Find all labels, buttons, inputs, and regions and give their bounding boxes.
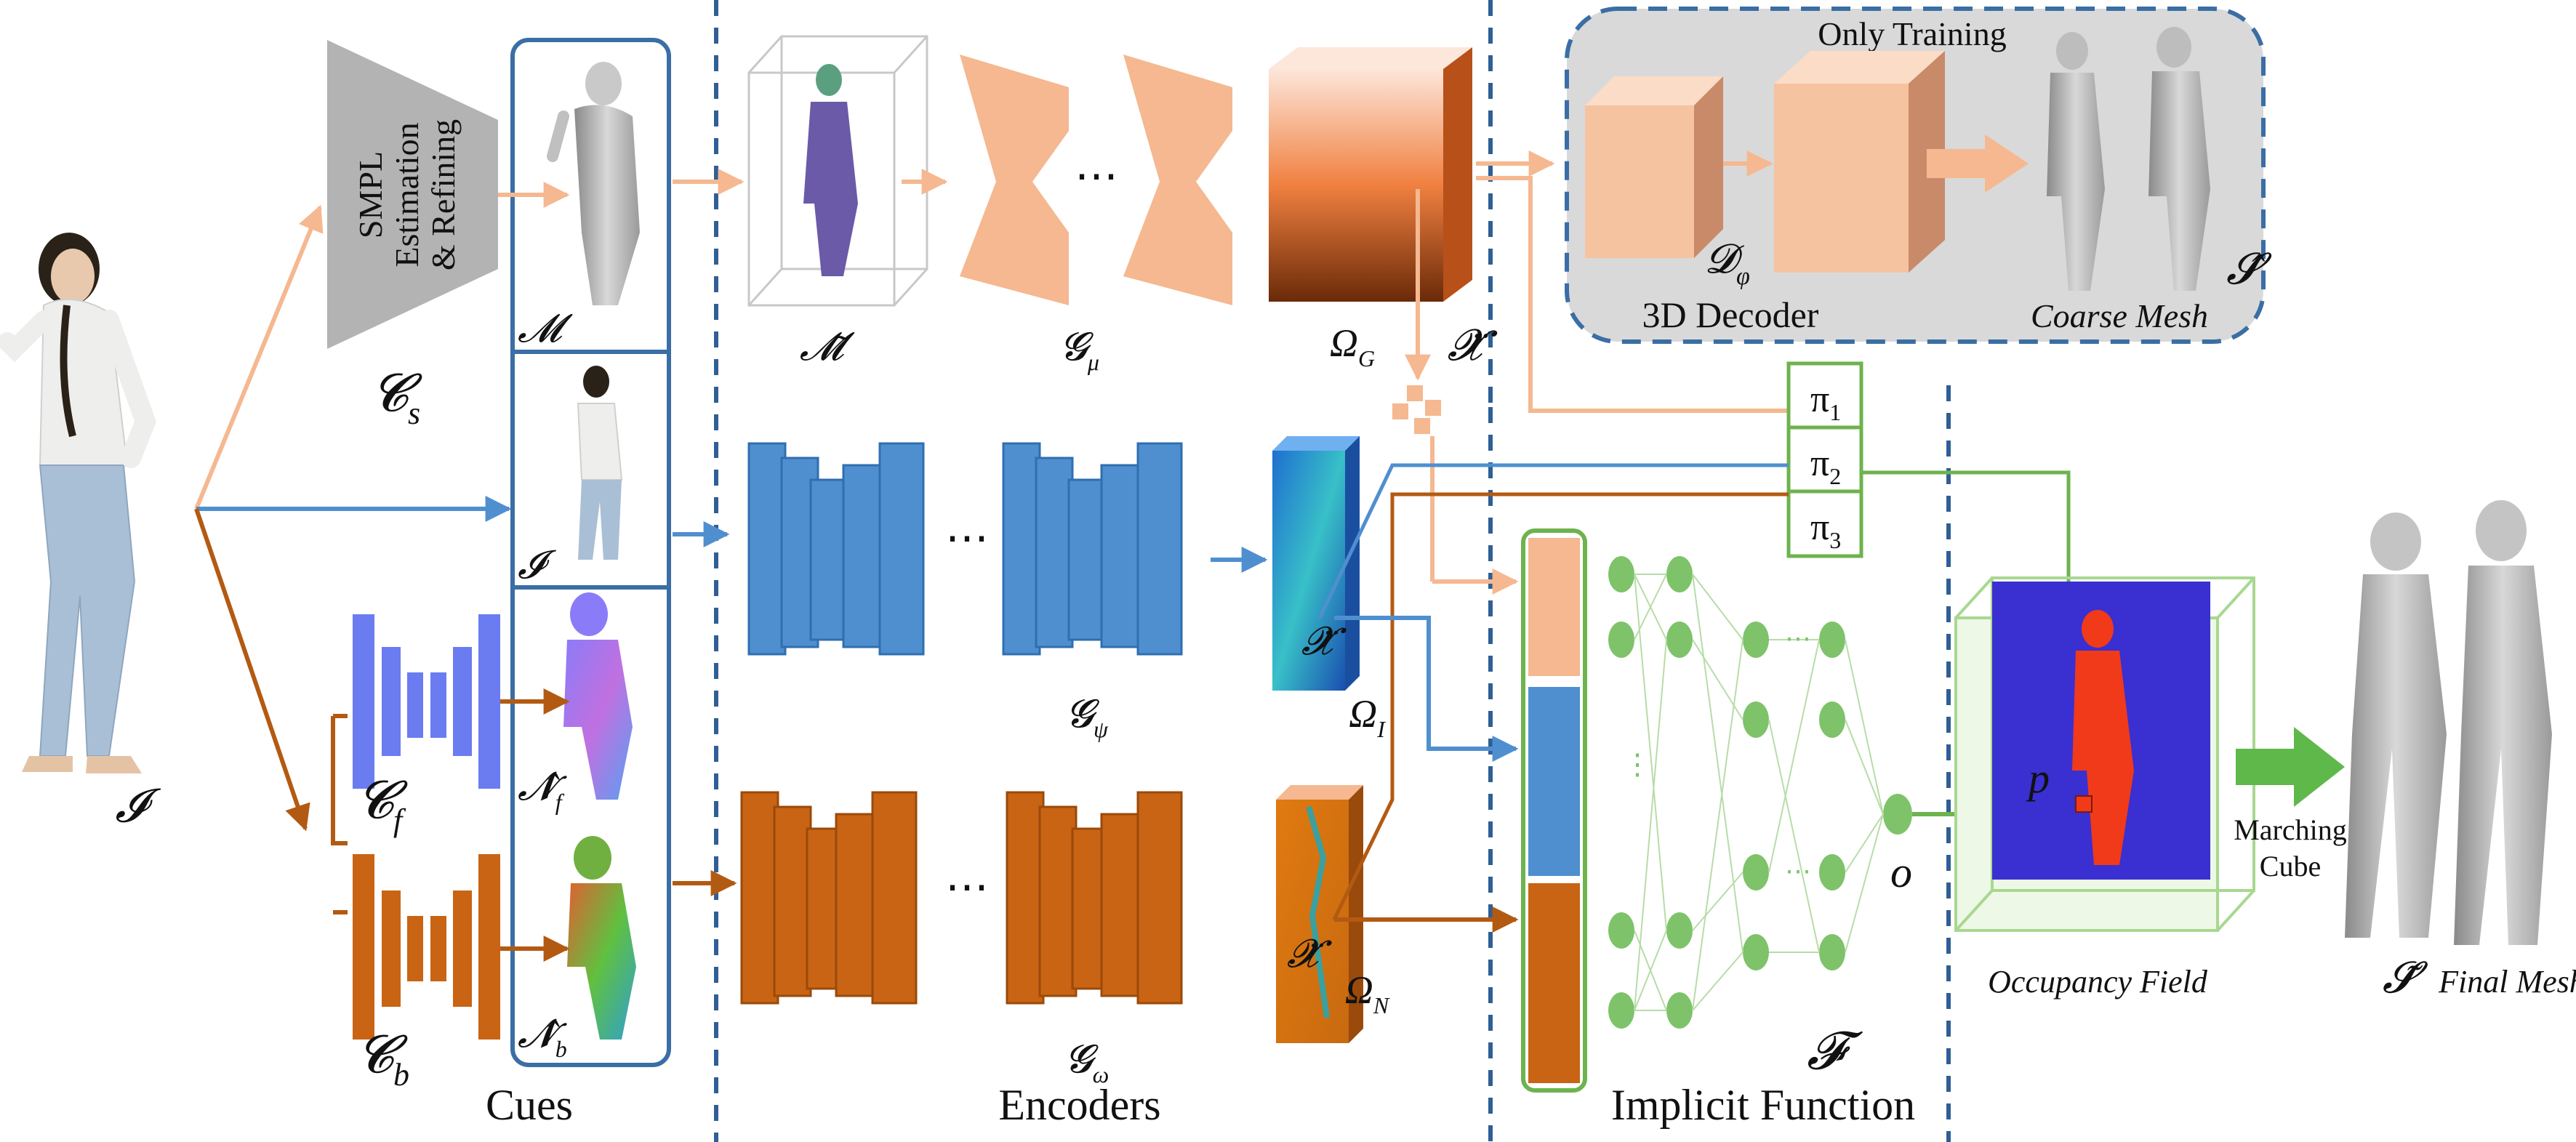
back-normal-figure	[567, 836, 636, 1040]
occupancy-field-cube	[1954, 576, 2255, 932]
image-feature-label: ΩI	[1349, 692, 1386, 742]
image-encoder-label: 𝓖ψ	[1066, 692, 1109, 742]
normal-encoder-label: 𝓖ω	[1065, 1037, 1110, 1087]
input-branch-arrows	[194, 204, 512, 832]
smpl-estimator-label: 𝓒s	[371, 364, 422, 431]
smpl-block-line3: & Refining	[425, 119, 462, 270]
cue-back-normal-label: 𝓝̂b	[518, 1012, 567, 1062]
cue-image-figure	[577, 366, 623, 560]
normal-encoder-blocks	[740, 791, 1183, 1005]
geometry-encoder-label: 𝓖μ	[1060, 325, 1099, 375]
marching-cube-line1: Marching	[2234, 813, 2347, 846]
sampled-feature-cubes	[1392, 385, 1441, 434]
only-training-label: Only Training	[1818, 15, 2006, 52]
smpl-block-line1: SMPL	[352, 151, 389, 238]
geometry-feature-volume	[1269, 47, 1472, 302]
svg-text:⋯: ⋯	[1785, 624, 1811, 653]
final-mesh-figures	[2345, 500, 2552, 945]
front-normal-net	[353, 614, 500, 789]
voxelized-mesh-label: 𝓜̃	[800, 325, 855, 369]
mlp-network: ⋮ ⋯ ⋯	[1608, 556, 1912, 1029]
query-point-label: p	[2026, 755, 2050, 802]
smpl-block-text: SMPL Estimation & Refining	[352, 119, 462, 270]
pi-2-label: π2	[1810, 443, 1841, 489]
image-encoder-ellipsis: ⋯	[945, 514, 989, 562]
input-person-image	[0, 233, 156, 773]
implicit-function-title: Implicit Function	[1611, 1081, 1915, 1129]
decoder-output-arrow	[1927, 134, 2029, 193]
coarse-mesh-caption: Coarse Mesh	[2031, 297, 2208, 334]
cue-smpl-mesh-label: 𝓜	[518, 307, 573, 350]
svg-text:⋮: ⋮	[1623, 748, 1652, 781]
cue-image-label: 𝓘	[518, 543, 557, 587]
encoders-title: Encoders	[998, 1081, 1160, 1129]
final-mesh-symbol: 𝓢̃	[2383, 954, 2428, 1002]
concatenated-feature-vector	[1521, 528, 1587, 1093]
smpl-mesh-figure	[547, 62, 640, 305]
cues-title: Cues	[486, 1081, 573, 1129]
cues-panel	[510, 38, 671, 1067]
image-encoder-blocks	[747, 442, 1183, 656]
projection-table	[1786, 361, 1863, 558]
normal-encoder-ellipsis: ⋯	[945, 863, 989, 911]
smpl-block-line2: Estimation	[388, 122, 425, 267]
normal-feature-map	[1276, 785, 1363, 1043]
normal-feature-label: ΩN	[1345, 968, 1390, 1018]
occupancy-field-caption: Occupancy Field	[1988, 964, 2208, 1000]
decoder-caption: 3D Decoder	[1642, 294, 1819, 335]
front-normal-figure	[563, 592, 633, 800]
back-normal-net	[353, 854, 500, 1040]
coarse-mesh-figures	[2047, 27, 2210, 291]
occupancy-output-label: o	[1890, 848, 1912, 896]
geometry-encoder-blocks	[960, 55, 1232, 305]
final-mesh-caption: Final Mesh	[2438, 964, 2576, 1000]
geometry-encoder-ellipsis: ⋯	[1075, 152, 1118, 200]
image-feature-map	[1272, 436, 1360, 691]
implicit-function-symbol: 𝓕	[1807, 1022, 1863, 1080]
pi-1-label: π1	[1810, 379, 1841, 425]
smpl-estimator-block	[327, 40, 498, 349]
input-image-label: 𝓘	[115, 780, 161, 832]
decoder-block-2	[1774, 51, 1945, 273]
voxelized-mesh-cube	[747, 35, 928, 307]
normal-net-bracket	[331, 714, 348, 914]
front-normal-net-label: 𝓒f	[356, 771, 408, 838]
pi-3-label: π3	[1810, 507, 1841, 553]
svg-text:⋯: ⋯	[1785, 856, 1811, 885]
decoder-block-1	[1585, 76, 1723, 258]
marching-cube-line2: Cube	[2260, 850, 2321, 882]
cue-front-normal-label: 𝓝̂f	[518, 765, 567, 815]
back-normal-net-label: 𝓒b	[356, 1026, 409, 1093]
marching-cube-arrow	[2236, 727, 2345, 807]
geometry-feature-label: ΩG	[1330, 321, 1375, 371]
